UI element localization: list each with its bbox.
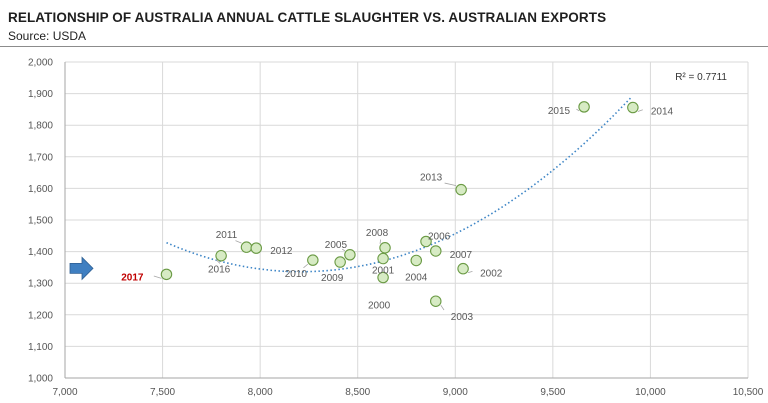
leader-line — [153, 275, 162, 279]
point-label-2008: 2008 — [366, 228, 389, 239]
y-tick-label: 1,400 — [28, 247, 53, 258]
x-tick-label: 8,500 — [345, 387, 370, 398]
data-point — [377, 252, 389, 265]
x-tick-label: 7,000 — [52, 387, 77, 398]
leader-line — [576, 108, 580, 112]
header-divider — [0, 46, 768, 47]
trendline — [166, 97, 632, 273]
x-tick-label: 10,000 — [635, 387, 666, 398]
point-label-2004: 2004 — [405, 272, 428, 283]
data-point — [250, 242, 262, 254]
y-tick-label: 1,500 — [28, 216, 53, 227]
chart-title: RELATIONSHIP OF AUSTRALIA ANNUAL CATTLE … — [8, 10, 607, 25]
axes — [64, 62, 748, 379]
point-label-2014: 2014 — [651, 107, 674, 118]
leader-line — [444, 182, 457, 187]
label-leader-lines — [153, 108, 643, 311]
point-labels: 2000 2001 2002 2003 2004 2005 2006 2007 2008 2009… — [121, 106, 673, 323]
x-tick-label: 10,500 — [733, 387, 764, 398]
data-point — [334, 256, 346, 268]
point-label-2011: 2011 — [216, 230, 238, 241]
x-tick-label: 9,500 — [540, 387, 565, 398]
point-label-2013: 2013 — [420, 173, 443, 184]
point-label-2016: 2016 — [208, 265, 231, 276]
leader-line — [235, 240, 242, 244]
leader-line — [467, 271, 473, 274]
point-label-2010: 2010 — [285, 269, 308, 280]
x-tick-label: 7,500 — [150, 387, 175, 398]
grid-lines — [64, 61, 749, 379]
point-label-2005: 2005 — [325, 240, 348, 251]
point-label-2009: 2009 — [321, 273, 344, 284]
data-point — [430, 245, 442, 257]
y-tick-label: 1,000 — [28, 374, 53, 385]
data-point — [430, 295, 442, 307]
y-tick-label: 1,300 — [28, 279, 53, 290]
y-tick-label: 1,900 — [28, 89, 53, 100]
point-label-2007: 2007 — [450, 250, 473, 261]
y-tick-label: 1,700 — [28, 152, 53, 163]
arrow-shape — [69, 256, 94, 281]
point-label-2000: 2000 — [368, 301, 391, 312]
point-label-2003: 2003 — [451, 312, 474, 323]
data-point — [455, 183, 467, 196]
point-label-2012: 2012 — [270, 246, 293, 257]
x-tick-label: 9,000 — [443, 387, 468, 398]
chart-source: Source: USDA — [8, 29, 87, 43]
leader-line — [303, 263, 309, 269]
r-squared-label: R² = 0.7711 — [675, 72, 727, 83]
data-point — [240, 241, 253, 253]
data-point — [420, 235, 432, 248]
leader-line — [440, 304, 445, 311]
leader-line — [215, 259, 221, 264]
data-point — [578, 101, 590, 113]
point-label-2006: 2006 — [428, 231, 451, 242]
trendline-path — [166, 97, 632, 273]
data-points — [160, 101, 639, 307]
y-tick-label: 1,100 — [28, 342, 53, 353]
point-label-2017: 2017 — [121, 272, 144, 283]
data-point — [377, 271, 389, 284]
highlight-arrow-icon — [69, 256, 94, 281]
leader-line — [342, 248, 346, 252]
data-point — [379, 242, 391, 254]
y-tick-label: 1,600 — [28, 184, 53, 195]
data-point — [627, 101, 639, 114]
data-point — [160, 268, 173, 281]
x-tick-label: 8,000 — [248, 387, 273, 398]
tick-labels: 1,000 1,100 1,200 1,300 1,400 1,500 1,600 1,700… — [28, 58, 764, 399]
leader-line — [379, 239, 382, 244]
data-point — [215, 249, 227, 262]
point-label-2015: 2015 — [548, 106, 571, 117]
data-point — [410, 254, 423, 267]
y-tick-label: 1,200 — [28, 310, 53, 321]
data-point — [307, 254, 319, 266]
point-label-2002: 2002 — [480, 269, 503, 280]
point-label-2001: 2001 — [372, 266, 395, 277]
data-point — [457, 262, 469, 275]
y-tick-label: 1,800 — [28, 121, 53, 132]
data-point — [344, 249, 356, 261]
y-tick-label: 2,000 — [28, 58, 53, 69]
leader-line — [637, 109, 643, 112]
